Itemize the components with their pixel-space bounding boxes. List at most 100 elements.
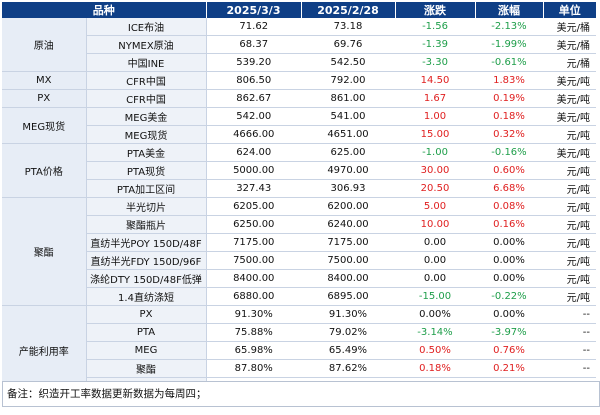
unit-label: 美元/吨	[543, 71, 596, 90]
change-percent: -0.22%	[475, 287, 543, 306]
change-value: 14.50	[395, 71, 475, 90]
value-current: 7500.00	[206, 251, 301, 270]
item-name: MEG美金	[86, 107, 207, 126]
value-previous: 6240.00	[301, 215, 395, 234]
value-previous: 7175.00	[301, 233, 395, 252]
table-row: PTA加工区间 327.43 306.93 20.50 6.68% 元/吨	[2, 179, 596, 198]
unit-label: 元/吨	[543, 215, 596, 234]
change-value: -1.00	[395, 143, 475, 162]
value-current: 71.62	[206, 18, 301, 36]
value-current: 65.98%	[206, 341, 301, 360]
item-name: CFR中国	[86, 71, 207, 90]
header-variety: 品种	[2, 2, 207, 18]
table-row: MEG 65.98% 65.49% 0.50% 0.76% --	[2, 341, 596, 360]
value-previous: 65.49%	[301, 341, 395, 360]
value-previous: 792.00	[301, 71, 395, 90]
category-label: 聚酯	[2, 197, 87, 306]
change-value: -1.39	[395, 35, 475, 54]
value-previous: 4651.00	[301, 125, 395, 144]
change-value: 0.00%	[395, 305, 475, 324]
table-row: 直纺半光FDY 150D/96F 7500.00 7500.00 0.00 0.00% 元…	[2, 251, 596, 270]
header-unit: 单位	[543, 2, 596, 18]
change-value: 0.00	[395, 233, 475, 252]
table-row: PX CFR中国 862.67 861.00 1.67 0.19% 美元/吨	[2, 89, 596, 108]
value-current: 6205.00	[206, 197, 301, 216]
unit-label: --	[543, 305, 596, 324]
category-label: MX	[2, 71, 87, 90]
table-row: NYMEX原油 68.37 69.76 -1.39 -1.99% 美元/桶	[2, 35, 596, 54]
value-previous: 7500.00	[301, 251, 395, 270]
unit-label: 美元/吨	[543, 89, 596, 108]
change-percent: 0.00%	[475, 233, 543, 252]
value-previous: 69.76	[301, 35, 395, 54]
unit-label: 美元/吨	[543, 107, 596, 126]
change-value: -1.56	[395, 18, 475, 36]
change-value: 1.67	[395, 89, 475, 108]
unit-label: 元/吨	[543, 287, 596, 306]
change-percent: 0.00%	[475, 251, 543, 270]
header-change: 涨跌	[395, 2, 476, 18]
change-percent: -0.61%	[475, 53, 543, 72]
change-percent: 0.18%	[475, 107, 543, 126]
value-current: 327.43	[206, 179, 301, 198]
change-value: -3.14%	[395, 323, 475, 342]
item-name: 聚酯	[86, 359, 207, 378]
value-previous: 861.00	[301, 89, 395, 108]
value-current: 7175.00	[206, 233, 301, 252]
table-row: 直纺半光POY 150D/48F 7175.00 7175.00 0.00 0.00% 元…	[2, 233, 596, 252]
value-previous: 73.18	[301, 18, 395, 36]
unit-label: --	[543, 323, 596, 342]
value-current: 87.80%	[206, 359, 301, 378]
item-name: 涤纶DTY 150D/48F低弹	[86, 269, 207, 288]
header-date-current: 2025/3/3	[206, 2, 302, 18]
item-name: PTA美金	[86, 143, 207, 162]
change-percent: -1.99%	[475, 35, 543, 54]
table-row: 涤纶DTY 150D/48F低弹 8400.00 8400.00 0.00 0.00% 元…	[2, 269, 596, 288]
change-value: 0.00	[395, 269, 475, 288]
unit-label: 元/吨	[543, 179, 596, 198]
change-percent: 0.32%	[475, 125, 543, 144]
unit-label: 美元/桶	[543, 35, 596, 54]
change-percent: 6.68%	[475, 179, 543, 198]
item-name: ICE布油	[86, 18, 207, 36]
change-percent: 0.16%	[475, 215, 543, 234]
value-previous: 541.00	[301, 107, 395, 126]
value-current: 862.67	[206, 89, 301, 108]
unit-label: 元/吨	[543, 269, 596, 288]
table-row: 聚酯 87.80% 87.62% 0.18% 0.21% --	[2, 359, 596, 378]
category-label: MEG现货	[2, 107, 87, 144]
value-current: 806.50	[206, 71, 301, 90]
table-row: 产能利用率 PX 91.30% 91.30% 0.00% 0.00% --	[2, 305, 596, 396]
value-previous: 87.62%	[301, 359, 395, 378]
item-name: 聚酯瓶片	[86, 215, 207, 234]
value-current: 6250.00	[206, 215, 301, 234]
change-value: 10.00	[395, 215, 475, 234]
category-label: PTA价格	[2, 143, 87, 198]
header-change-percent: 涨幅	[475, 2, 544, 18]
unit-label: 元/吨	[543, 125, 596, 144]
value-previous: 306.93	[301, 179, 395, 198]
item-name: CFR中国	[86, 89, 207, 108]
item-name: 直纺半光POY 150D/48F	[86, 233, 207, 252]
value-previous: 6895.00	[301, 287, 395, 306]
value-previous: 79.02%	[301, 323, 395, 342]
value-current: 75.88%	[206, 323, 301, 342]
value-current: 624.00	[206, 143, 301, 162]
unit-label: 美元/吨	[543, 143, 596, 162]
unit-label: 元/吨	[543, 251, 596, 270]
change-percent: -2.13%	[475, 18, 543, 36]
price-table: 品种 2025/3/3 2025/2/28 涨跌 涨幅 单位 原油 ICE布油 71…	[2, 2, 596, 396]
value-previous: 4970.00	[301, 161, 395, 180]
category-label: PX	[2, 89, 87, 108]
value-current: 6880.00	[206, 287, 301, 306]
value-previous: 625.00	[301, 143, 395, 162]
change-value: 5.00	[395, 197, 475, 216]
value-previous: 6200.00	[301, 197, 395, 216]
item-name: 半光切片	[86, 197, 207, 216]
table-row: MEG现货 4666.00 4651.00 15.00 0.32% 元/吨	[2, 125, 596, 144]
table-row: 中国INE 539.20 542.50 -3.30 -0.61% 元/桶	[2, 53, 596, 72]
table-body: 原油 ICE布油 71.62 73.18 -1.56 -2.13% 美元/桶 NYMEX原油 6…	[2, 18, 596, 396]
item-name: NYMEX原油	[86, 35, 207, 54]
change-value: 30.00	[395, 161, 475, 180]
item-name: PX	[86, 305, 207, 324]
